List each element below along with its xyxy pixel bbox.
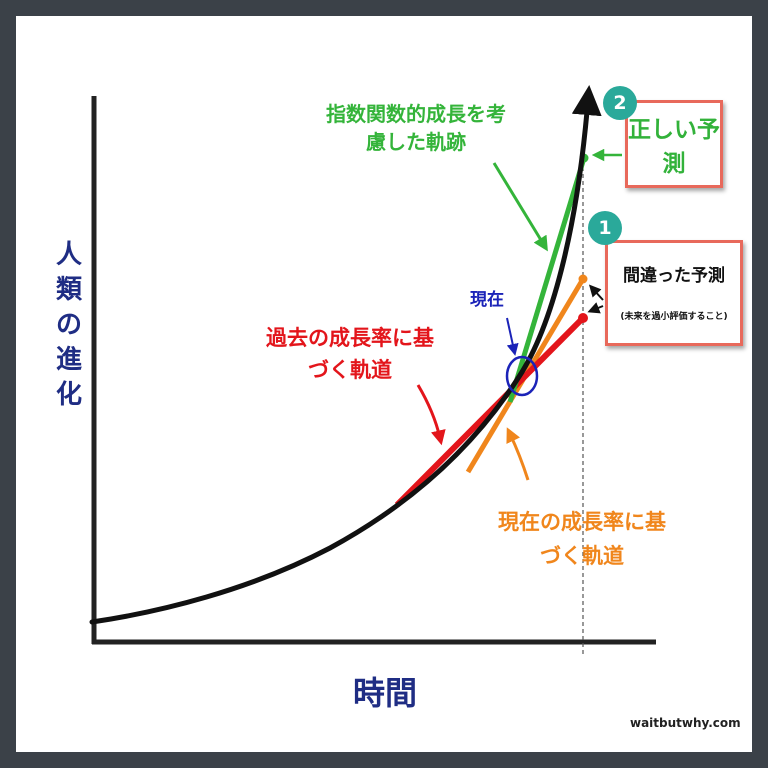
green-trajectory-label: 指数関数的成長を考慮した軌跡 [326, 102, 506, 154]
y-axis-label: 人類の進化 [55, 240, 82, 410]
now-circle [505, 355, 539, 397]
now-label: 現在 [470, 290, 504, 310]
correct-prediction-label: 正しい予測 [628, 117, 720, 177]
orange-endpoint [578, 274, 588, 284]
red-pointer-arrow [416, 384, 446, 446]
wrong-pointer-arrow-upper [588, 284, 604, 301]
badge-number-2: 2 [603, 86, 637, 120]
wrong-prediction-title: 間違った予測 [623, 266, 725, 286]
correct-prediction-box: 正しい予測 [625, 100, 723, 188]
exponential-curve [89, 85, 602, 625]
wrong-prediction-note: (未来を過小評価すること) [620, 312, 728, 322]
wrong-prediction-box: 間違った予測 (未来を過小評価すること) [605, 240, 743, 346]
orange-pointer-arrow [506, 427, 530, 481]
badge-number-1: 1 [588, 211, 622, 245]
red-endpoint [578, 313, 588, 323]
source-credit: waitbutwhy.com [630, 716, 741, 730]
now-pointer-arrow [506, 317, 519, 356]
orange-trajectory-label: 現在の成長率に基づく軌道 [498, 510, 666, 568]
wrong-pointer-arrow-lower [587, 302, 604, 314]
red-trajectory-line [394, 315, 586, 508]
red-trajectory-label: 過去の成長率に基づく軌道 [266, 326, 434, 382]
green-pointer-arrow [492, 162, 548, 252]
green-trajectory-line [507, 157, 587, 403]
x-axis-label: 時間 [352, 674, 417, 712]
